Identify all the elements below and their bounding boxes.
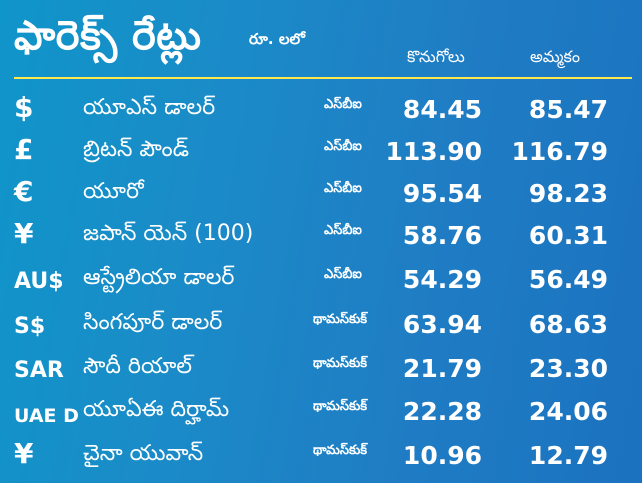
buy-rate: 21.79	[402, 354, 482, 383]
sell-rate: 116.79	[511, 137, 608, 166]
bank-name: ఎస్‌బీఐ	[324, 267, 362, 282]
currency-name: బ్రిటన్ పౌండ్	[83, 137, 189, 162]
sell-rate: 56.49	[528, 265, 608, 294]
bank-name: థామస్‌కుక్	[313, 443, 368, 458]
sell-rate: 23.30	[528, 354, 608, 383]
buy-rate: 58.76	[402, 221, 482, 250]
rate-row-usd: $ యూఎస్ డాలర్ ఎస్‌బీఐ 84.45 85.47	[0, 88, 642, 130]
currency-symbol: AU$	[14, 269, 64, 294]
rate-row-jpy: ¥ జపాన్ యెన్ (100) ఎస్‌బీఐ 58.76 60.31	[0, 214, 642, 256]
bank-name: ఎస్‌బీఐ	[324, 181, 362, 196]
currency-symbol: ¥	[14, 437, 34, 470]
currency-name: సౌదీ రియాల్	[83, 354, 192, 379]
sell-rate: 60.31	[528, 221, 608, 250]
currency-name: ఆస్ట్రేలియా డాలర్	[83, 265, 235, 290]
column-header-buy: కొనుగోలు	[407, 47, 465, 66]
currency-symbol: €	[14, 175, 34, 208]
bank-name: థామస్‌కుక్	[313, 312, 368, 327]
currency-name: యూరో	[83, 179, 144, 204]
buy-rate: 54.29	[402, 265, 482, 294]
rate-row-sgd: S$ సింగపూర్ డాలర్ థామస్‌కుక్ 63.94 68.63	[0, 303, 642, 345]
currency-symbol: $	[14, 91, 34, 124]
page-title: ఫారెక్స్ రేట్లు	[14, 13, 202, 59]
currency-symbol: S$	[14, 314, 46, 339]
rate-row-aed: UAE D యూఏఈ దిర్హామ్ థామస్‌కుక్ 22.28 24.…	[0, 390, 642, 432]
sell-rate: 12.79	[528, 441, 608, 470]
currency-symbol: £	[14, 133, 34, 166]
buy-rate: 10.96	[402, 441, 482, 470]
rate-row-gbp: £ బ్రిటన్ పౌండ్ ఎస్‌బీఐ 113.90 116.79	[0, 130, 642, 172]
buy-rate: 84.45	[402, 95, 482, 124]
rate-row-sar: SAR సౌదీ రియాల్ థామస్‌కుక్ 21.79 23.30	[0, 347, 642, 389]
sell-rate: 98.23	[528, 179, 608, 208]
bank-name: ఎస్‌బీఐ	[324, 97, 362, 112]
header-divider	[14, 77, 632, 79]
buy-rate: 113.90	[385, 137, 482, 166]
buy-rate: 95.54	[402, 179, 482, 208]
unit-label: రూ. లలో	[249, 30, 305, 48]
currency-name: జపాన్ యెన్ (100)	[83, 221, 254, 246]
buy-rate: 63.94	[402, 310, 482, 339]
currency-symbol: UAE D	[14, 405, 79, 427]
currency-name: సింగపూర్ డాలర్	[83, 310, 223, 335]
currency-symbol: ¥	[14, 217, 34, 250]
currency-name: చైనా యువాన్	[83, 441, 204, 466]
rate-row-eur: € యూరో ఎస్‌బీఐ 95.54 98.23	[0, 172, 642, 214]
bank-name: ఎస్‌బీఐ	[324, 139, 362, 154]
sell-rate: 24.06	[528, 397, 608, 426]
currency-name: యూఏఈ దిర్హామ్	[83, 397, 230, 422]
bank-name: థామస్‌కుక్	[313, 399, 368, 414]
currency-name: యూఎస్ డాలర్	[83, 95, 216, 120]
buy-rate: 22.28	[402, 397, 482, 426]
rate-row-aud: AU$ ఆస్ట్రేలియా డాలర్ ఎస్‌బీఐ 54.29 56.4…	[0, 258, 642, 300]
bank-name: ఎస్‌బీఐ	[324, 223, 362, 238]
rate-row-cny: ¥ చైనా యువాన్ థామస్‌కుక్ 10.96 12.79	[0, 434, 642, 476]
sell-rate: 68.63	[528, 310, 608, 339]
currency-symbol: SAR	[14, 358, 64, 383]
bank-name: థామస్‌కుక్	[313, 356, 368, 371]
sell-rate: 85.47	[528, 95, 608, 124]
column-header-sell: అమ్మకం	[530, 47, 580, 66]
